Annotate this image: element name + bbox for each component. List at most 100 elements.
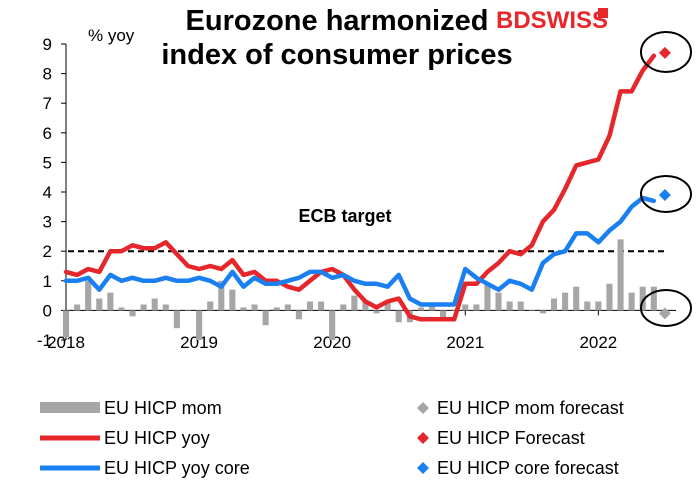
bar-mom	[118, 307, 125, 311]
bar-mom	[495, 292, 502, 311]
bar-mom	[617, 239, 624, 311]
legend-swatch-bar	[40, 402, 100, 413]
y-tick-label: 3	[43, 213, 52, 232]
y-tick-label: 1	[43, 272, 52, 291]
bar-mom	[218, 280, 225, 311]
series-lines	[63, 53, 657, 322]
line-eu-hicp-yoy	[63, 53, 657, 322]
bar-mom	[562, 292, 569, 311]
bar-mom	[650, 286, 657, 311]
bar-mom	[395, 310, 402, 323]
bar-mom	[340, 304, 347, 311]
legend-swatch-marker	[417, 462, 429, 474]
bar-mom	[96, 298, 103, 311]
bar-mom	[295, 310, 302, 320]
highlight-ellipse-forecast-yoy	[640, 31, 692, 73]
logo-bd-text: BD	[496, 7, 531, 34]
bar-mom	[628, 292, 635, 311]
bar-mom	[595, 301, 602, 311]
bar-mom	[151, 298, 158, 311]
y-tick-label: -1	[37, 331, 52, 350]
y-tick-label: 7	[43, 94, 52, 113]
y-tick-label: 5	[43, 153, 52, 172]
x-tick-label: 2021	[446, 333, 484, 352]
bar-mom	[162, 304, 169, 311]
legend-label: EU HICP yoy	[104, 428, 210, 448]
bar-mom	[428, 304, 436, 311]
y-tick-label: 9	[43, 35, 52, 54]
legend-label: EU HICP yoy core	[104, 458, 250, 478]
bar-mom	[262, 310, 269, 326]
bar-mom	[606, 283, 613, 311]
bar-mom	[417, 307, 424, 311]
svg-text:BDSWISS: BDSWISS	[496, 7, 608, 34]
legend-label: EU HICP core forecast	[437, 458, 619, 478]
bar-mom	[251, 304, 258, 311]
bars-mom	[62, 239, 657, 340]
bar-mom	[639, 286, 646, 311]
bar-mom	[584, 301, 591, 311]
bar-mom	[284, 304, 291, 311]
x-axis-ticks: 2018 2019 2020 2021 2022	[47, 310, 617, 352]
highlight-ellipse-forecast-mom	[640, 289, 692, 327]
chart-title-line-1: Eurozone harmonized	[186, 5, 489, 37]
y-tick-label: 0	[43, 301, 52, 320]
legend: EU HICP mom EU HICP mom forecast EU HICP y…	[40, 398, 624, 478]
bar-mom	[517, 301, 524, 311]
bdswiss-logo: BDSWISS	[496, 7, 608, 34]
x-tick-label: 2019	[180, 333, 218, 352]
line-eu-hicp-yoy-core	[63, 195, 657, 307]
legend-label: EU HICP Forecast	[437, 428, 585, 448]
marker-eu-hicp-mom-forecast	[658, 307, 671, 320]
bar-mom	[62, 310, 70, 338]
legend-swatch-marker	[417, 402, 429, 414]
logo-square	[598, 8, 608, 18]
y-tick-label: 8	[43, 65, 52, 84]
bar-mom	[196, 310, 203, 340]
marker-eu-hicp-forecast	[658, 46, 671, 59]
y-axis-ticks: -1 0 1 2 3 4 5 6 7 8 9	[37, 35, 66, 350]
chart-title-line-2: index of consumer prices	[161, 39, 512, 71]
bar-mom	[85, 280, 92, 311]
bar-mom	[184, 310, 192, 311]
bar-mom	[451, 310, 458, 311]
marker-eu-hicp-core-forecast	[658, 188, 671, 201]
ecb-target-label: ECB target	[298, 206, 391, 226]
logo-swiss-text: SWISS	[531, 7, 608, 34]
y-axis-unit-label: % yoy	[88, 26, 135, 45]
bar-mom	[74, 304, 81, 311]
bar-mom	[373, 310, 380, 314]
bar-mom	[107, 292, 114, 311]
bar-mom	[550, 298, 558, 311]
bar-mom	[473, 304, 480, 311]
legend-label: EU HICP mom forecast	[437, 398, 624, 418]
bar-mom	[240, 307, 247, 311]
bar-mom	[484, 283, 491, 311]
bar-mom	[318, 301, 325, 311]
bar-mom	[306, 301, 314, 311]
legend-label: EU HICP mom	[104, 398, 222, 418]
bar-mom	[173, 310, 180, 329]
y-tick-label: 2	[43, 242, 52, 261]
bar-mom	[573, 286, 580, 311]
bar-mom	[440, 310, 447, 320]
bar-mom	[329, 310, 336, 340]
y-tick-label: 4	[43, 183, 52, 202]
x-tick-label: 2020	[313, 333, 351, 352]
bar-mom	[229, 289, 236, 311]
bar-mom	[140, 304, 147, 311]
bar-mom	[528, 310, 535, 311]
bar-mom	[273, 307, 280, 311]
bar-mom	[362, 301, 369, 311]
forecast-markers	[658, 46, 671, 320]
x-tick-label: 2022	[579, 333, 617, 352]
bar-mom	[506, 301, 513, 311]
bar-mom	[539, 310, 546, 314]
bar-mom	[462, 304, 469, 311]
bar-mom	[129, 310, 136, 317]
y-tick-label: 6	[43, 124, 52, 143]
bar-mom	[384, 301, 391, 311]
highlight-ellipse-forecast-core	[640, 175, 692, 213]
legend-swatch-marker	[417, 432, 429, 444]
